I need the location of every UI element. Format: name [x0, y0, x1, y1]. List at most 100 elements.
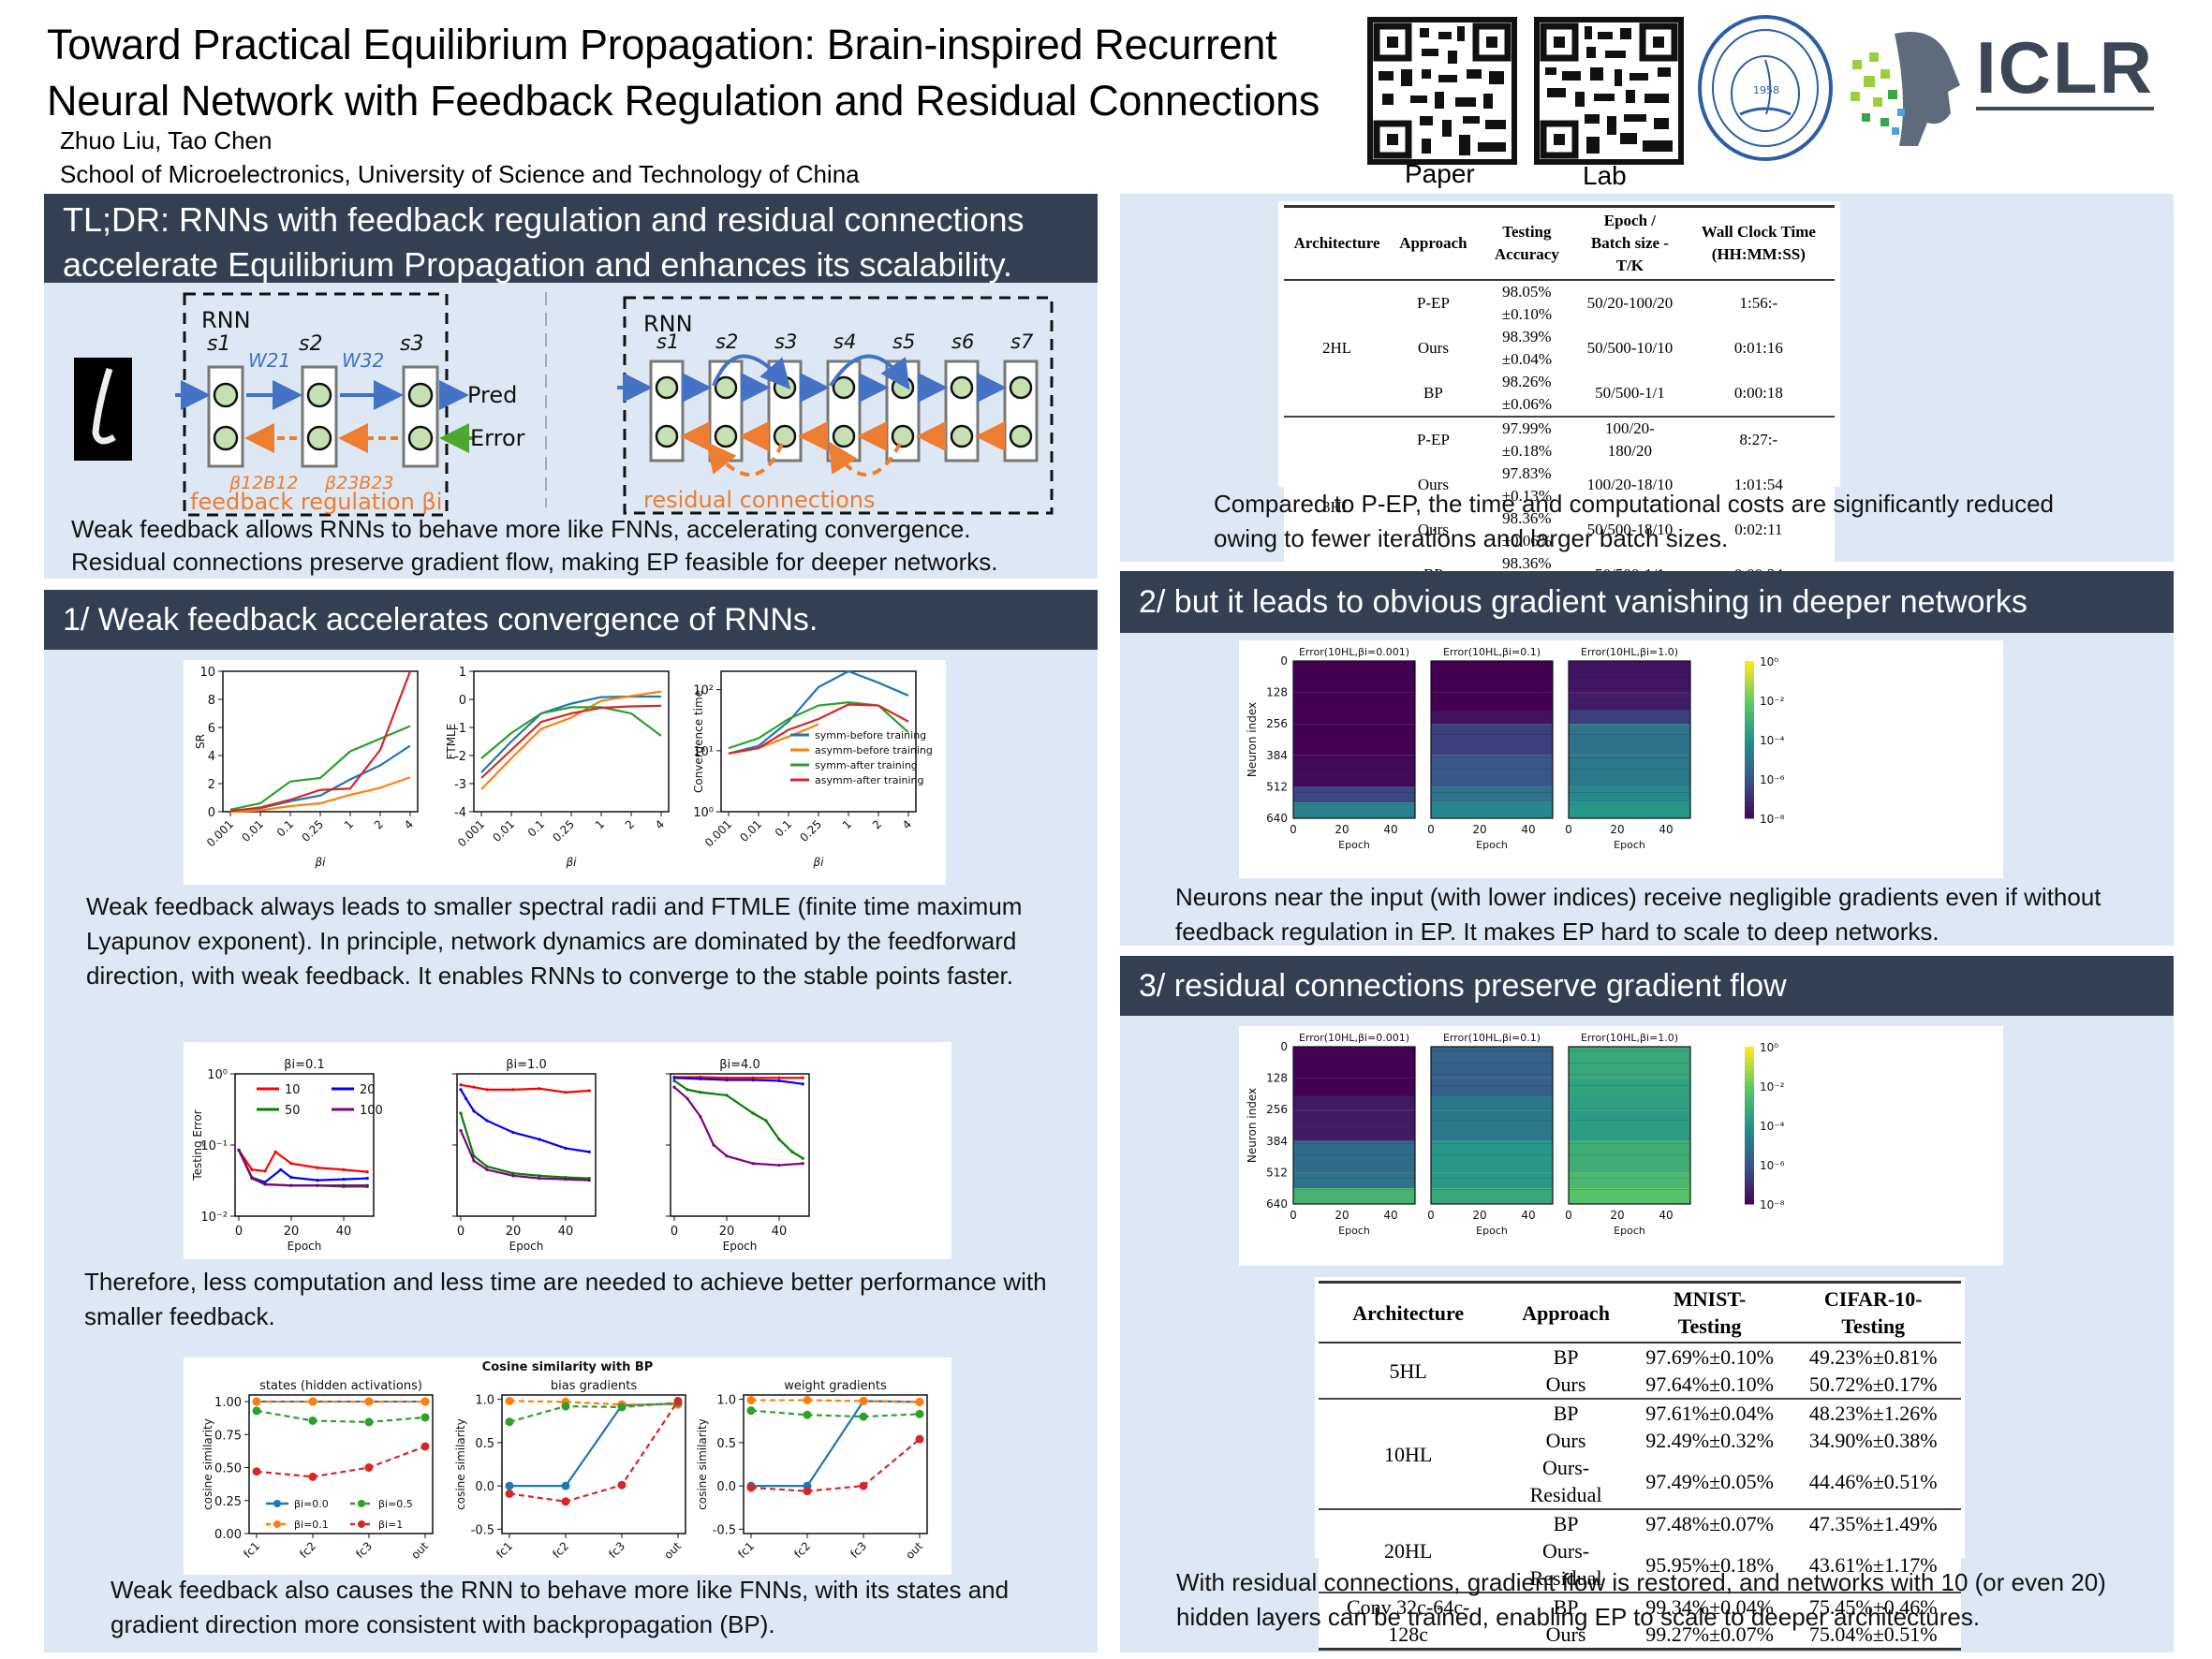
- series-line-10: [238, 1149, 368, 1173]
- table-row: Ours 99.27%±0.07% 75.04%±0.51%: [1319, 1621, 1961, 1651]
- colorbar-segment: [1745, 1184, 1754, 1189]
- x-axis-label: Epoch: [1614, 839, 1645, 851]
- data-point: [289, 1183, 293, 1187]
- legend-label: asymm-after training: [815, 774, 924, 786]
- series-line--i-1: [256, 1445, 426, 1478]
- colorbar-segment: [1745, 1160, 1754, 1166]
- gradient-vanishing-heatmaps: Error(10HL,βi=0.001) 0 20 40 Epoch 0 128 256 384…: [1246, 646, 1785, 851]
- x-tick-label: 0: [1565, 1209, 1572, 1222]
- legend-label: symm-after training: [815, 759, 918, 771]
- colorbar-segment: [1745, 700, 1754, 705]
- data-point: [485, 1088, 489, 1092]
- residual-gradient-heatmaps: Error(10HL,βi=0.001) 0 20 40 Epoch 0 128 256 384…: [1246, 1032, 1785, 1237]
- table-cell: Ours: [1417, 339, 1449, 357]
- heatmap-texture: [1293, 1050, 1415, 1051]
- data-point: [725, 1094, 729, 1097]
- heatmap-band: [1569, 755, 1690, 787]
- x-tick-label: 0: [1290, 823, 1297, 836]
- data-point: [289, 1162, 293, 1166]
- data-point: [777, 1163, 781, 1167]
- colorbar-segment: [1745, 806, 1754, 812]
- left-node-labels: s1 s2 s3: [207, 332, 423, 356]
- y-tick-label: 0.0: [716, 1480, 736, 1494]
- heatmap-panel-0: Error(10HL,βi=0.001) 0 20 40 Epoch 0 128 256 384…: [1246, 646, 1416, 851]
- legend-marker: [358, 1520, 365, 1528]
- neuron: [655, 424, 679, 448]
- table-cell: Ours-Residual: [1529, 1539, 1602, 1590]
- x-tick-label: fc3: [606, 1539, 627, 1561]
- table1-caption: Compared to P-EP, the time and computati…: [1214, 490, 2054, 552]
- heatmap-texture: [1569, 688, 1690, 689]
- neuron: [832, 375, 856, 400]
- data-point: [511, 1171, 515, 1175]
- colorbar-segment: [1745, 1097, 1754, 1103]
- colorbar-segment: [1745, 774, 1754, 780]
- table-header-row: Architecture Approach Testing Accuracy Epoc…: [1284, 205, 1835, 281]
- table-cell: 97.99%±0.18%: [1476, 416, 1578, 462]
- data-point: [252, 1397, 261, 1406]
- data-point: [364, 1417, 374, 1427]
- x-tick-label: 20: [1472, 1209, 1486, 1222]
- y-tick-label: 0.0: [475, 1480, 494, 1494]
- table-row: Ours 97.64%±0.10% 50.72%±0.17%: [1319, 1371, 1961, 1399]
- x-tick-label: 20: [1610, 823, 1624, 836]
- left-layer-s1: [207, 365, 244, 468]
- x-tick-label: 0: [1290, 1209, 1297, 1222]
- heatmap-band: [1293, 724, 1415, 756]
- table-cell: 99.27%±0.07%: [1633, 1621, 1786, 1651]
- table-cell: 100/20-18/10: [1586, 476, 1674, 493]
- heatmap-texture: [1431, 1178, 1553, 1179]
- heatmap-texture: [1293, 677, 1415, 678]
- heatmap-texture: [1569, 803, 1690, 804]
- column-header: Architecture: [1319, 1281, 1498, 1343]
- data-point: [316, 1179, 319, 1182]
- y-tick-label: -0.5: [471, 1523, 494, 1537]
- colorbar-segment: [1745, 802, 1754, 807]
- figure-cosine-similarity: Cosine similarity with BP 0.00 0.25 0.50 0.7…: [184, 1358, 951, 1575]
- colorbar-segment: [1745, 771, 1754, 776]
- section3-text: With residual connections, gradient flow…: [1176, 1568, 2106, 1631]
- table-cell: 0:00:18: [1733, 384, 1783, 402]
- series-line-asymm-after-training: [480, 704, 662, 779]
- colorbar-segment: [1745, 1050, 1754, 1055]
- table-cell: BP: [1497, 1592, 1634, 1621]
- x-tick-label: fc3: [848, 1539, 869, 1561]
- y-tick-label: 0.25: [214, 1495, 242, 1509]
- colorbar-segment: [1745, 720, 1754, 725]
- column-header: Wall Clock Time (HH:MM:SS): [1682, 205, 1835, 281]
- colorbar-segment: [1745, 790, 1754, 796]
- data-point: [561, 1481, 570, 1490]
- heatmap-band: [1431, 692, 1553, 711]
- heatmap-panel-1: Error(10HL,βi=0.1) 0 20 40 Epoch: [1427, 1032, 1554, 1237]
- heatmap-band: [1431, 1140, 1553, 1173]
- data-point: [365, 1177, 369, 1181]
- table-row: Ours 97.83%±0.13% 100/20-18/10 1:01:54: [1284, 462, 1835, 507]
- y-tick-label: 0.5: [475, 1437, 494, 1451]
- qr-code-lab[interactable]: [1534, 17, 1684, 165]
- table-cell: 1:56:-: [1739, 294, 1778, 312]
- data-point: [342, 1177, 346, 1182]
- data-point: [801, 1076, 804, 1079]
- table-cell: 98.36%±0.06%: [1501, 509, 1552, 550]
- table-row: 2HL P-EP 98.05%±0.10% 50/20-100/20 1:56:-: [1284, 280, 1835, 357]
- data-point: [764, 1119, 768, 1123]
- architecture-cell: 10HL: [1319, 1398, 1498, 1509]
- legend-label: 100: [360, 1104, 383, 1118]
- series-line--i-0-5: [750, 1409, 921, 1418]
- table-cell: 8:27:-: [1682, 416, 1835, 462]
- qr-code-paper[interactable]: [1367, 17, 1517, 165]
- series-line-50: [673, 1079, 804, 1160]
- heatmap-band: [1293, 710, 1415, 725]
- poster-title-line-2: Neural Network with Feedback Regulation …: [47, 77, 1320, 125]
- legend-label: 20: [360, 1083, 376, 1097]
- x-tick-label: fc3: [353, 1539, 375, 1561]
- heatmap-texture: [1569, 1063, 1690, 1064]
- colorbar: 10⁰ 10⁻² 10⁻⁴ 10⁻⁶ 10⁻⁸: [1745, 1041, 1785, 1211]
- y-tick-label: 384: [1266, 1135, 1288, 1148]
- heatmap-band: [1569, 1109, 1690, 1141]
- colorbar-segment: [1745, 1192, 1754, 1197]
- data-point: [250, 1167, 254, 1171]
- heatmap-texture: [1431, 1050, 1553, 1051]
- chart-title: βi=0.1: [284, 1058, 324, 1072]
- data-point: [263, 1182, 267, 1186]
